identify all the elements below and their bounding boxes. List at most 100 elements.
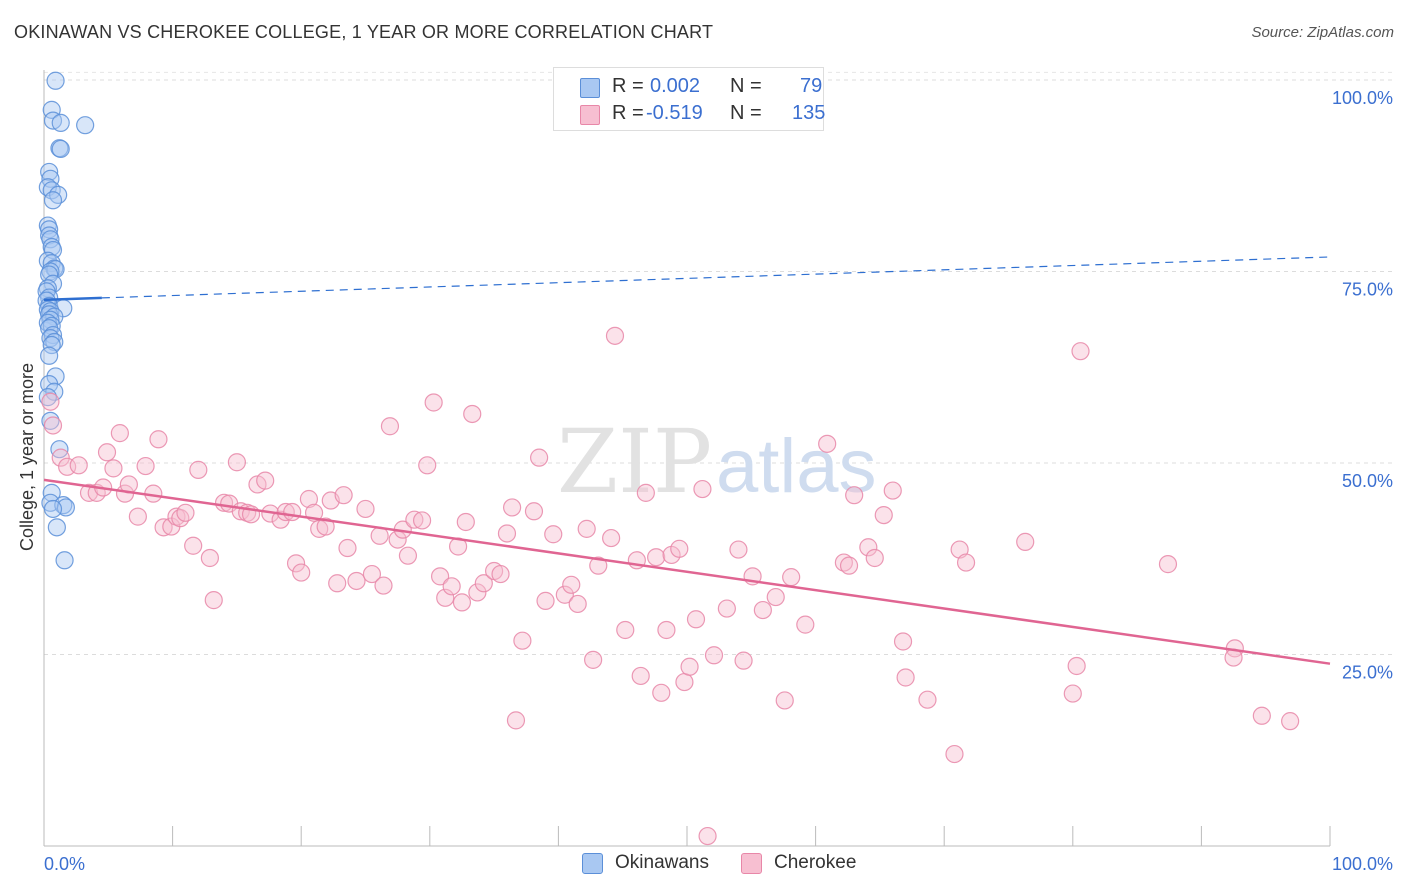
cherokee-point	[753, 600, 772, 620]
okinawan-point	[51, 113, 70, 132]
cherokee-point	[442, 577, 461, 596]
cherokee-point	[463, 404, 482, 424]
cherokee-point	[1067, 656, 1086, 676]
source-label: Source: ZipAtlas.com	[1251, 24, 1394, 41]
cherokee-point	[362, 564, 382, 584]
r-label: R =	[612, 102, 644, 124]
cherokee-points	[41, 326, 1300, 846]
okinawan-point	[40, 162, 59, 182]
cherokee-point	[865, 548, 884, 568]
x-tick-label-max: 100.0%	[1332, 854, 1393, 874]
cherokee-point	[380, 417, 400, 436]
cherokee-point	[149, 430, 168, 449]
cherokee-point	[657, 620, 676, 640]
cherokee-point	[430, 567, 450, 586]
okinawan-point	[50, 139, 69, 158]
cherokee-point	[834, 553, 853, 572]
cherokee-point	[647, 548, 666, 567]
cherokee-point	[796, 615, 815, 634]
cherokee-point	[845, 486, 864, 505]
cherokee-point	[283, 502, 302, 522]
cherokee-point	[584, 650, 603, 669]
cherokee-point	[418, 456, 437, 475]
cherokee-point	[782, 568, 801, 587]
cherokee-point	[200, 548, 219, 568]
cherokee-point	[503, 498, 522, 517]
cherokee-point	[328, 574, 347, 593]
cherokee-point	[766, 587, 785, 607]
cherokee-swatch	[580, 105, 600, 125]
okinawan-point	[46, 71, 65, 90]
n-value: 79	[800, 75, 823, 97]
cherokee-legend-swatch	[741, 853, 762, 874]
legend-label: Okinawans	[615, 852, 709, 873]
cherokee-point	[452, 593, 472, 612]
okinawan-point	[54, 496, 73, 515]
cherokee-point	[506, 711, 526, 730]
okinawan-point	[51, 139, 70, 159]
cherokee-point	[1063, 684, 1082, 703]
cherokee-point	[918, 690, 937, 709]
cherokee-point	[176, 503, 195, 522]
y-axis-label: College, 1 year or more	[17, 363, 37, 551]
cherokee-point	[717, 599, 736, 618]
cherokee-point	[513, 631, 532, 650]
cherokee-point	[631, 666, 650, 686]
cherokee-point	[1281, 712, 1300, 731]
cherokee-point	[670, 539, 689, 558]
y-tick-label-25: 25.0%	[1342, 663, 1393, 683]
correlation-legend: R = 0.002 N = 79 R = -0.519 N = 135	[553, 67, 825, 131]
cherokee-point	[292, 563, 311, 582]
cherokee-point	[128, 507, 147, 526]
cherokee-point	[530, 448, 549, 467]
cherokee-point	[605, 326, 625, 345]
cherokee-point	[316, 517, 335, 536]
cherokee-point	[79, 483, 99, 502]
okinawan-point	[42, 335, 61, 355]
okinawan-point	[55, 551, 74, 570]
okinawan-point	[45, 332, 64, 352]
okinawan-point	[41, 230, 60, 249]
cherokee-point	[562, 575, 581, 594]
y-tick-labels: 25.0% 50.0% 75.0% 100.0%	[1332, 88, 1393, 683]
cherokee-point	[818, 434, 837, 453]
cherokee-point	[874, 505, 893, 525]
cherokee-point	[436, 588, 455, 607]
x-tick-label-min: 0.0%	[44, 854, 85, 874]
cherokee-point	[456, 512, 475, 532]
cherokee-point	[69, 456, 88, 475]
okinawan-point	[43, 240, 63, 260]
chart-title: OKINAWAN VS CHEROKEE COLLEGE, 1 YEAR OR …	[14, 22, 714, 42]
okinawan-swatch	[580, 78, 600, 98]
cherokee-point	[945, 744, 964, 764]
cherokee-point	[775, 691, 794, 710]
cherokee-point	[680, 657, 699, 676]
okinawan-point	[43, 191, 63, 210]
okinawan-point	[42, 237, 61, 257]
okinawan-point	[76, 116, 95, 135]
cherokee-point	[1016, 532, 1035, 551]
r-label: R =	[612, 75, 644, 97]
cherokee-point	[334, 486, 353, 505]
cherokee-point	[602, 528, 621, 548]
cherokee-point	[616, 620, 635, 640]
cherokee-point	[652, 683, 671, 702]
cherokee-point	[859, 538, 878, 557]
okinawan-legend-swatch	[582, 853, 603, 874]
cherokee-point	[110, 424, 129, 443]
okinawan-trend-line	[43, 296, 102, 302]
cherokee-point	[204, 591, 223, 610]
cherokee-point	[675, 672, 694, 692]
cherokee-point	[729, 540, 748, 559]
cherokee-point	[338, 538, 357, 558]
cherokee-point	[154, 518, 173, 537]
cherokee-point	[58, 457, 77, 476]
cherokee-point	[189, 460, 208, 479]
cherokee-point	[893, 632, 913, 651]
cherokee-trend-line	[43, 478, 1331, 665]
cherokee-point	[136, 456, 155, 476]
cherokee-point	[405, 510, 424, 529]
cherokee-point	[497, 524, 517, 543]
okinawan-point	[40, 346, 59, 365]
gridlines	[44, 71, 1393, 655]
